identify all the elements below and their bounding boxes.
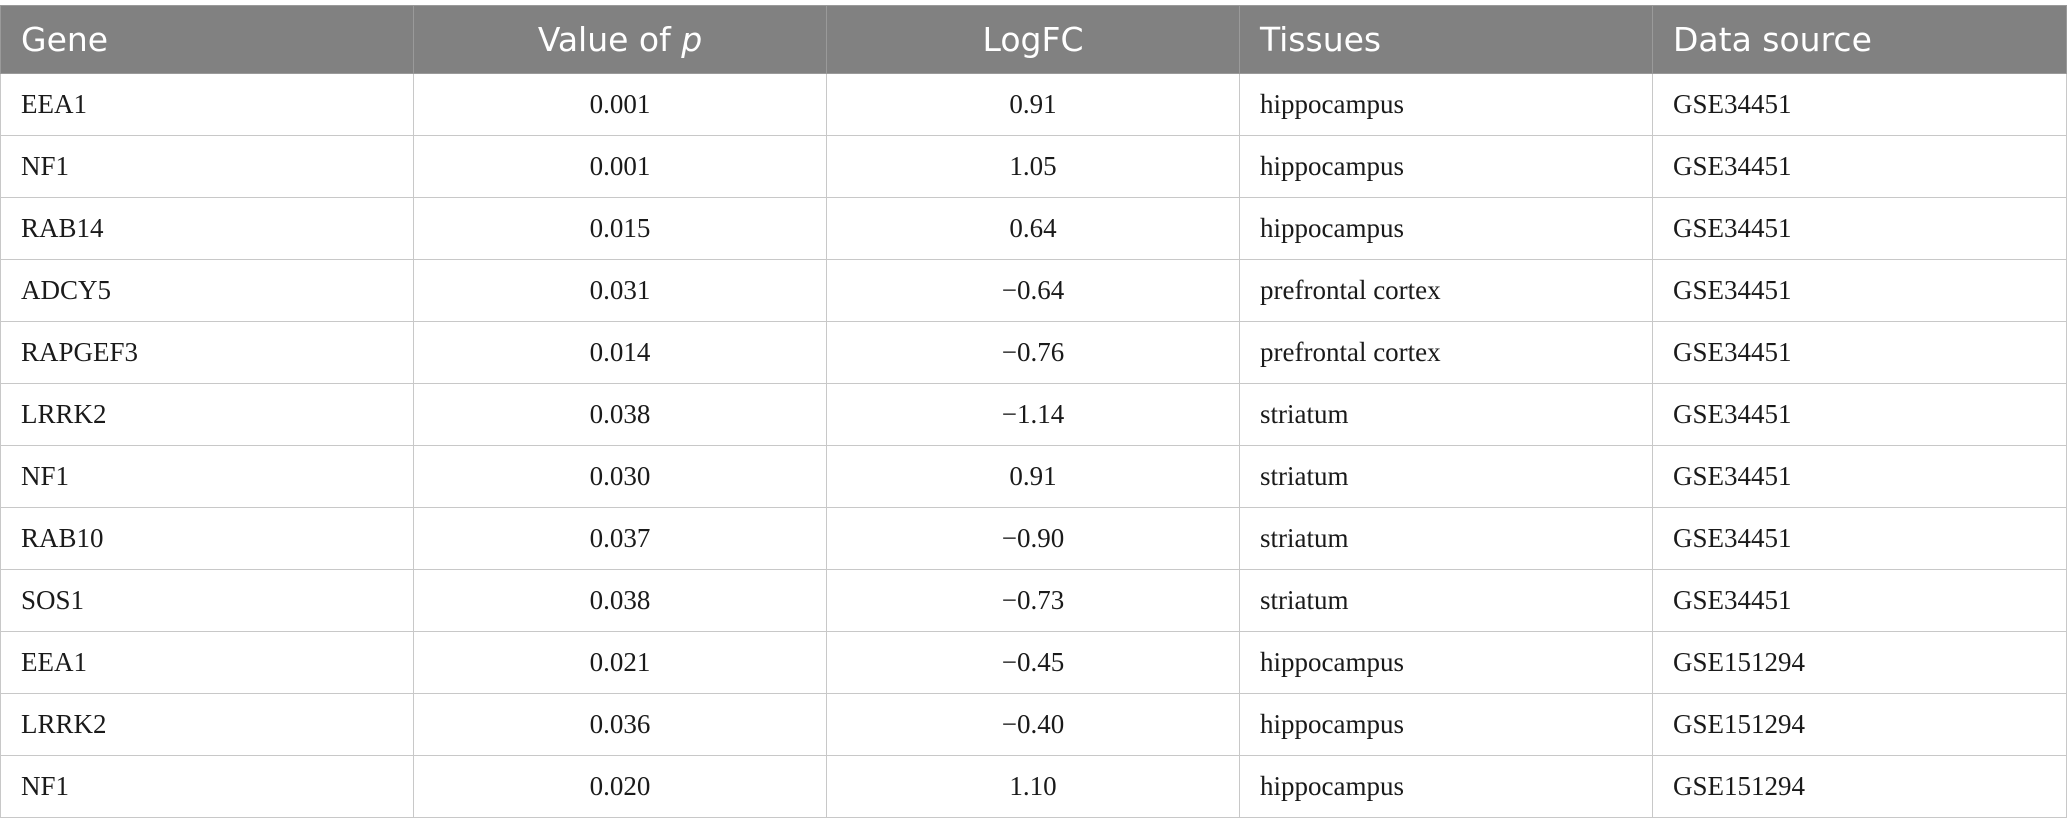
cell-logfc: −0.40 xyxy=(826,693,1240,756)
cell-value-of-p: 0.020 xyxy=(413,755,827,818)
header-logfc: LogFC xyxy=(826,5,1240,74)
cell-value-of-p: 0.014 xyxy=(413,321,827,384)
cell-data-source: GSE34451 xyxy=(1652,383,2067,446)
cell-gene: NF1 xyxy=(0,135,414,198)
cell-gene: RAB14 xyxy=(0,197,414,260)
cell-gene: NF1 xyxy=(0,445,414,508)
cell-logfc: −0.73 xyxy=(826,569,1240,632)
header-gene: Gene xyxy=(0,5,414,74)
cell-gene: ADCY5 xyxy=(0,259,414,322)
cell-data-source: GSE34451 xyxy=(1652,135,2067,198)
table-row: SOS1 0.038 −0.73 striatum GSE34451 xyxy=(0,569,2067,632)
cell-tissues: hippocampus xyxy=(1239,631,1653,694)
cell-gene: SOS1 xyxy=(0,569,414,632)
cell-value-of-p: 0.030 xyxy=(413,445,827,508)
cell-data-source: GSE34451 xyxy=(1652,73,2067,136)
cell-value-of-p: 0.001 xyxy=(413,73,827,136)
header-value-of-p: Value of p xyxy=(413,5,827,74)
table-header: Gene Value of p LogFC Tissues Data sourc… xyxy=(0,5,2067,74)
table-row: RAB10 0.037 −0.90 striatum GSE34451 xyxy=(0,507,2067,570)
cell-tissues: striatum xyxy=(1239,445,1653,508)
header-p-italic: p xyxy=(681,20,703,59)
cell-tissues: hippocampus xyxy=(1239,135,1653,198)
cell-tissues: striatum xyxy=(1239,383,1653,446)
cell-data-source: GSE34451 xyxy=(1652,507,2067,570)
cell-data-source: GSE34451 xyxy=(1652,445,2067,508)
table-body: EEA1 0.001 0.91 hippocampus GSE34451 NF1 0.001… xyxy=(0,73,2067,818)
cell-value-of-p: 0.038 xyxy=(413,383,827,446)
cell-data-source: GSE34451 xyxy=(1652,569,2067,632)
cell-tissues: striatum xyxy=(1239,569,1653,632)
cell-value-of-p: 0.015 xyxy=(413,197,827,260)
cell-gene: NF1 xyxy=(0,755,414,818)
cell-value-of-p: 0.036 xyxy=(413,693,827,756)
table-row: RAB14 0.015 0.64 hippocampus GSE34451 xyxy=(0,197,2067,260)
gene-expression-table: Gene Value of p LogFC Tissues Data sourc… xyxy=(0,5,2067,818)
cell-gene: LRRK2 xyxy=(0,693,414,756)
table-row: LRRK2 0.038 −1.14 striatum GSE34451 xyxy=(0,383,2067,446)
cell-logfc: −0.76 xyxy=(826,321,1240,384)
cell-logfc: 0.91 xyxy=(826,73,1240,136)
table-row: EEA1 0.021 −0.45 hippocampus GSE151294 xyxy=(0,631,2067,694)
table-row: ADCY5 0.031 −0.64 prefrontal cortex GSE34451 xyxy=(0,259,2067,322)
cell-logfc: −0.45 xyxy=(826,631,1240,694)
cell-data-source: GSE151294 xyxy=(1652,755,2067,818)
cell-data-source: GSE34451 xyxy=(1652,259,2067,322)
cell-logfc: 1.10 xyxy=(826,755,1240,818)
cell-data-source: GSE151294 xyxy=(1652,631,2067,694)
header-row: Gene Value of p LogFC Tissues Data sourc… xyxy=(0,5,2067,74)
cell-logfc: −1.14 xyxy=(826,383,1240,446)
cell-value-of-p: 0.037 xyxy=(413,507,827,570)
cell-logfc: 0.64 xyxy=(826,197,1240,260)
cell-tissues: prefrontal cortex xyxy=(1239,259,1653,322)
cell-tissues: striatum xyxy=(1239,507,1653,570)
cell-logfc: 1.05 xyxy=(826,135,1240,198)
cell-logfc: −0.64 xyxy=(826,259,1240,322)
cell-gene: EEA1 xyxy=(0,631,414,694)
cell-tissues: prefrontal cortex xyxy=(1239,321,1653,384)
cell-value-of-p: 0.038 xyxy=(413,569,827,632)
cell-gene: RAB10 xyxy=(0,507,414,570)
cell-gene: EEA1 xyxy=(0,73,414,136)
table-row: EEA1 0.001 0.91 hippocampus GSE34451 xyxy=(0,73,2067,136)
table-row: LRRK2 0.036 −0.40 hippocampus GSE151294 xyxy=(0,693,2067,756)
cell-data-source: GSE34451 xyxy=(1652,197,2067,260)
cell-tissues: hippocampus xyxy=(1239,73,1653,136)
cell-gene: LRRK2 xyxy=(0,383,414,446)
table-row: NF1 0.030 0.91 striatum GSE34451 xyxy=(0,445,2067,508)
cell-tissues: hippocampus xyxy=(1239,693,1653,756)
cell-value-of-p: 0.031 xyxy=(413,259,827,322)
header-tissues: Tissues xyxy=(1239,5,1653,74)
cell-data-source: GSE34451 xyxy=(1652,321,2067,384)
cell-tissues: hippocampus xyxy=(1239,197,1653,260)
table-row: NF1 0.020 1.10 hippocampus GSE151294 xyxy=(0,755,2067,818)
cell-gene: RAPGEF3 xyxy=(0,321,414,384)
cell-value-of-p: 0.001 xyxy=(413,135,827,198)
cell-logfc: 0.91 xyxy=(826,445,1240,508)
header-data-source: Data source xyxy=(1652,5,2067,74)
cell-tissues: hippocampus xyxy=(1239,755,1653,818)
cell-logfc: −0.90 xyxy=(826,507,1240,570)
table-row: NF1 0.001 1.05 hippocampus GSE34451 xyxy=(0,135,2067,198)
table-row: RAPGEF3 0.014 −0.76 prefrontal cortex GSE344… xyxy=(0,321,2067,384)
cell-value-of-p: 0.021 xyxy=(413,631,827,694)
cell-data-source: GSE151294 xyxy=(1652,693,2067,756)
